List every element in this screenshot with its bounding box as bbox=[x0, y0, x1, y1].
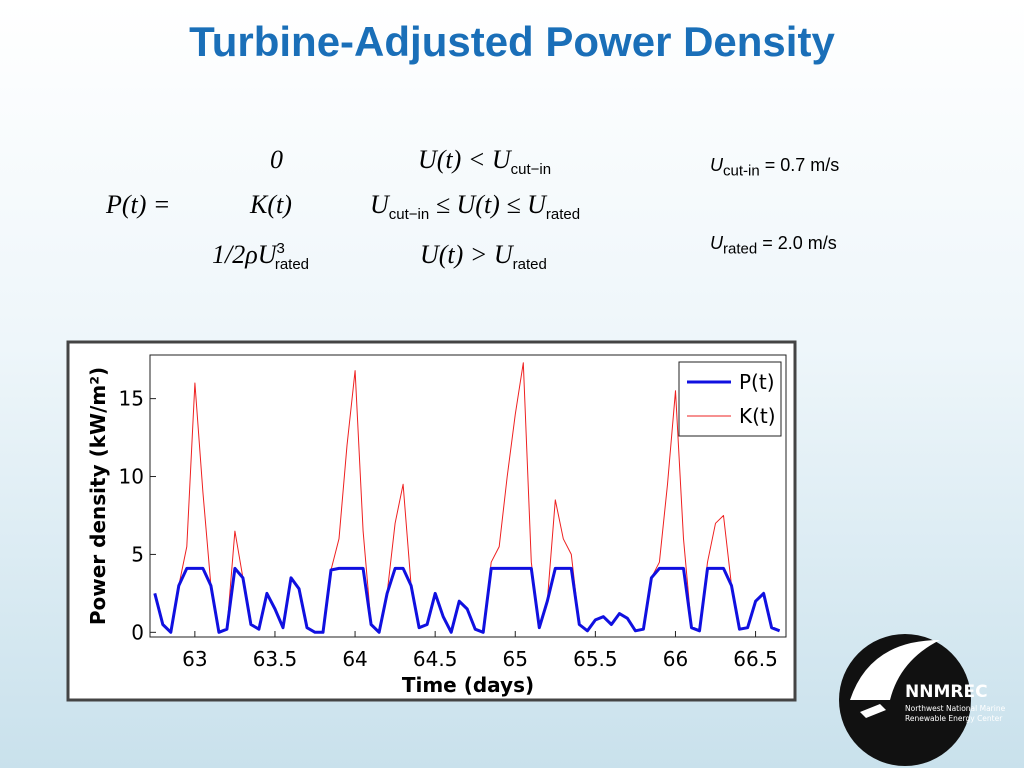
y-tick-label: 0 bbox=[131, 620, 144, 644]
x-tick-label: 63 bbox=[182, 647, 207, 671]
text: U(t) < U bbox=[418, 145, 511, 174]
text: = 0.7 m/s bbox=[759, 155, 840, 175]
logo-line: Renewable Energy Center bbox=[905, 714, 1003, 723]
y-axis-label: Power density (kW/m²) bbox=[86, 367, 110, 625]
subscript: cut−in bbox=[388, 206, 430, 224]
legend-label: K(t) bbox=[739, 404, 776, 428]
subscript: rated bbox=[274, 256, 310, 274]
text: U bbox=[710, 155, 723, 175]
x-tick-label: 63.5 bbox=[253, 647, 298, 671]
text: = 2.0 m/s bbox=[757, 233, 837, 253]
text: K(t) bbox=[250, 190, 292, 219]
x-tick-label: 64.5 bbox=[413, 647, 458, 671]
legend-label: P(t) bbox=[739, 370, 775, 394]
text: U(t) > U bbox=[420, 240, 513, 269]
subscript: rated bbox=[545, 206, 581, 224]
text: U bbox=[710, 233, 723, 253]
slide-title: Turbine-Adjusted Power Density bbox=[189, 18, 835, 65]
logo-name: NNMREC bbox=[905, 682, 988, 702]
data-line bbox=[153, 566, 781, 634]
case-value: 1/2ρU3rated bbox=[212, 240, 309, 273]
text: U bbox=[370, 190, 389, 219]
case-condition: U(t) > Urated bbox=[420, 240, 547, 273]
x-tick-label: 64 bbox=[342, 647, 367, 671]
subscript: cut−in bbox=[510, 161, 552, 179]
subscript: rated bbox=[512, 256, 547, 274]
logo-line: Northwest National Marine bbox=[905, 704, 1006, 713]
subscript: rated bbox=[723, 240, 758, 258]
text: ≤ U(t) ≤ U bbox=[429, 190, 546, 219]
subscript: cut-in bbox=[723, 162, 760, 180]
equation-lhs: P(t) = bbox=[106, 190, 170, 220]
text: 0 bbox=[270, 145, 283, 174]
case-value: 0 bbox=[270, 145, 283, 175]
case-condition: Ucut−in ≤ U(t) ≤ Urated bbox=[370, 190, 580, 223]
logo bbox=[839, 634, 971, 766]
x-tick-label: 66 bbox=[663, 647, 688, 671]
y-tick-label: 15 bbox=[119, 387, 144, 411]
logo-wave bbox=[850, 640, 940, 700]
x-tick-label: 65 bbox=[503, 647, 528, 671]
y-tick-label: 10 bbox=[119, 465, 144, 489]
legend-box bbox=[678, 361, 782, 437]
superscript: 3 bbox=[276, 240, 285, 258]
case-value: K(t) bbox=[250, 190, 292, 220]
text: P(t) = bbox=[106, 190, 171, 219]
logo-plug bbox=[860, 704, 886, 718]
x-tick-label: 65.5 bbox=[573, 647, 618, 671]
y-tick-label: 5 bbox=[131, 542, 144, 566]
parameter-note: Ucut-in = 0.7 m/s bbox=[710, 155, 839, 180]
x-axis-label: Time (days) bbox=[402, 673, 534, 697]
parameter-note: Urated = 2.0 m/s bbox=[710, 233, 837, 258]
x-tick-label: 66.5 bbox=[733, 647, 778, 671]
case-condition: U(t) < Ucut−in bbox=[418, 145, 551, 178]
text: 1/2ρU bbox=[212, 240, 277, 269]
